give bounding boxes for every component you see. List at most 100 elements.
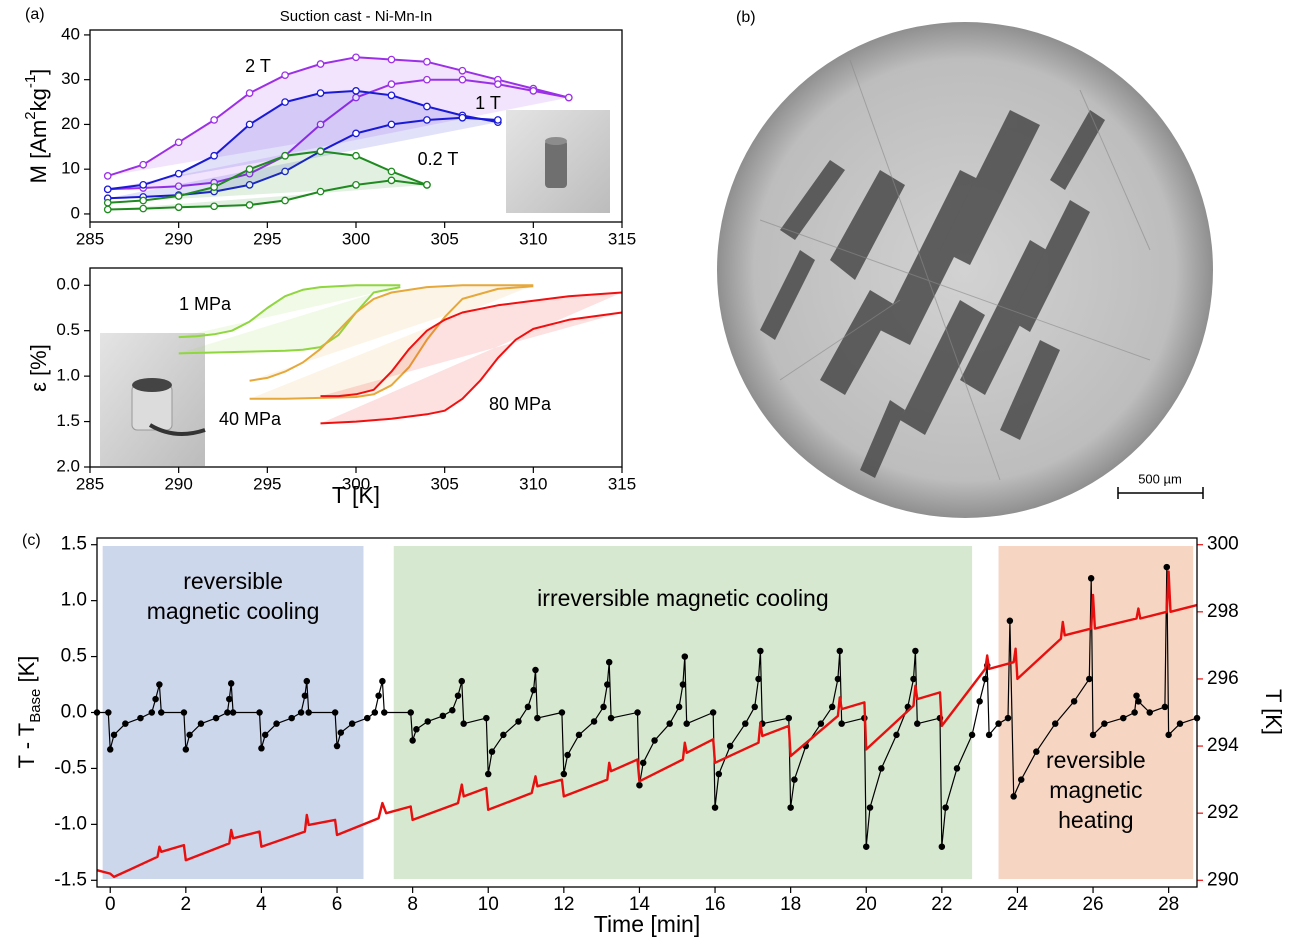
data-point (316, 120, 325, 129)
data-point (604, 681, 611, 688)
x-tick-label: 300 (342, 474, 370, 493)
data-line (320, 311, 623, 425)
data-point (174, 203, 183, 212)
x-tick-label: 300 (342, 229, 370, 248)
axis-label-part: ] (26, 69, 51, 75)
data-point (683, 720, 690, 727)
region (998, 546, 1194, 879)
data-point (387, 167, 396, 176)
data-point (666, 720, 673, 727)
scale-bar-label: 500 µm (1138, 471, 1182, 486)
data-point (1161, 703, 1169, 711)
data-point (862, 843, 870, 850)
data-point (715, 770, 723, 778)
data-point (256, 709, 263, 716)
data-point (258, 745, 265, 752)
data-line (107, 116, 498, 200)
data-point (1163, 563, 1171, 571)
data-point (836, 647, 844, 655)
data-point (152, 695, 159, 703)
data-point (245, 89, 254, 97)
data-point (953, 765, 961, 772)
data-point (273, 720, 280, 727)
data-point (488, 748, 496, 755)
data-point (245, 165, 254, 174)
data-point (458, 113, 467, 122)
data-point (1051, 720, 1059, 727)
data-point (174, 169, 183, 178)
data-line (249, 285, 534, 400)
data-point (968, 731, 976, 739)
data-line (107, 56, 570, 177)
data-point (423, 57, 431, 66)
plot-frame (89, 29, 623, 223)
data-point (261, 731, 269, 739)
data-point (458, 75, 467, 84)
data-point (1017, 776, 1025, 783)
region-label: reversible (1046, 747, 1146, 773)
x-tick-label: 8 (407, 894, 418, 915)
x-tick-label: 22 (931, 894, 952, 915)
x-tick-label: 26 (1082, 894, 1103, 915)
axis-label: T - TBase [K] (14, 656, 45, 769)
data-point (1010, 793, 1017, 800)
x-tick-label: 310 (519, 229, 547, 248)
data-point (995, 720, 1002, 727)
data-point (305, 709, 312, 716)
axis-label-part: T - T (14, 723, 39, 769)
data-point (534, 714, 541, 722)
inset-photo (506, 110, 610, 213)
x-tick-label: 24 (1007, 894, 1029, 915)
x-tick-label: 18 (780, 894, 801, 915)
data-point (500, 731, 507, 739)
axis-label-part: 2 (22, 111, 39, 119)
data-line (107, 78, 569, 191)
region-label: magnetic cooling (147, 598, 320, 624)
data-line (320, 291, 623, 398)
data-point (605, 658, 613, 666)
data-point (838, 720, 845, 727)
y-tick-label: 1.0 (56, 366, 80, 385)
plot-frame (96, 537, 1198, 888)
data-point (337, 729, 345, 736)
data-point (636, 781, 643, 789)
data-point (387, 91, 396, 100)
region-label: irreversible magnetic cooling (537, 585, 828, 611)
data-point (757, 647, 764, 655)
series-label: 1 T (475, 93, 501, 113)
x-tick-label: 4 (256, 894, 267, 915)
data-point (226, 695, 233, 703)
data-point (1101, 720, 1108, 727)
data-point (212, 714, 220, 722)
y2-tick-label: 298 (1207, 601, 1239, 622)
x-tick-label: 290 (164, 229, 192, 248)
data-point (942, 804, 949, 811)
x-tick-label: 6 (332, 894, 343, 915)
data-point (297, 709, 305, 716)
data-point (409, 737, 416, 744)
x-tick-label: 16 (704, 894, 725, 915)
data-point (333, 742, 341, 750)
data-point (726, 742, 734, 750)
data-point (634, 709, 641, 716)
axis-label-part: kg (26, 88, 51, 111)
data-point (484, 770, 492, 778)
data-point (423, 75, 431, 84)
data-point (742, 720, 749, 727)
data-point (103, 185, 112, 194)
data-point (828, 703, 836, 711)
data-point (709, 709, 717, 716)
data-point (281, 98, 289, 106)
series-label: 1 MPa (179, 294, 232, 314)
y2-tick-label: 296 (1207, 668, 1239, 689)
data-point (1033, 748, 1040, 755)
data-point (423, 116, 431, 124)
data-point (316, 60, 325, 68)
y-tick-label: 2.0 (56, 456, 80, 475)
y2-tick-label: 294 (1207, 735, 1239, 756)
data-point (423, 181, 431, 189)
data-point (1004, 714, 1012, 722)
data-point (817, 720, 825, 727)
panel-label: (a) (25, 6, 45, 23)
data-point (174, 138, 183, 147)
